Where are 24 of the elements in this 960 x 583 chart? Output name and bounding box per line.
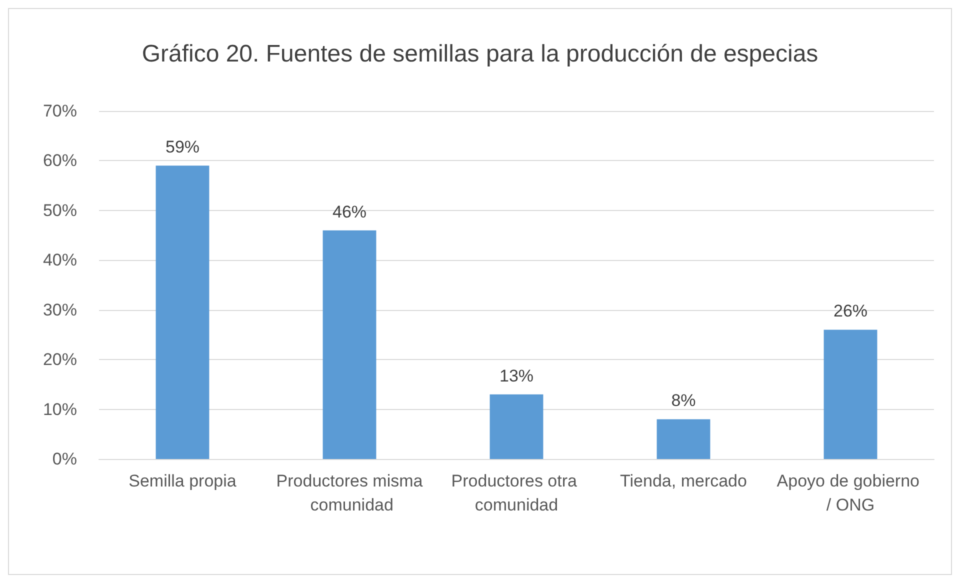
data-label: 59% bbox=[165, 138, 200, 157]
data-label: 26% bbox=[833, 302, 868, 321]
y-tick-label: 70% bbox=[42, 102, 77, 120]
y-tick-label: 60% bbox=[42, 151, 77, 170]
bar bbox=[656, 419, 710, 459]
bar bbox=[490, 394, 544, 459]
y-tick-label: 50% bbox=[42, 200, 77, 220]
bar bbox=[156, 166, 210, 459]
data-label: 13% bbox=[499, 366, 534, 386]
x-tick-label: Productores misma comunidad bbox=[276, 472, 424, 514]
x-tick-label: Productores otra comunidad bbox=[451, 472, 582, 514]
y-tick-label: 30% bbox=[42, 300, 77, 320]
data-label: 8% bbox=[671, 391, 696, 410]
data-label: 46% bbox=[332, 202, 367, 222]
y-tick-label: 0% bbox=[52, 450, 77, 468]
x-tick-label: Tienda, mercado bbox=[620, 472, 747, 490]
bar bbox=[824, 330, 878, 459]
bar bbox=[322, 230, 376, 459]
x-tick-label: Apoyo de gobierno / ONG bbox=[776, 472, 924, 514]
chart-title: Gráfico 20. Fuentes de semillas para la producción de especias bbox=[142, 40, 818, 68]
y-tick-label: 20% bbox=[42, 350, 77, 370]
y-tick-label: 40% bbox=[42, 250, 77, 270]
y-tick-label: 10% bbox=[42, 400, 77, 419]
x-tick-label: Semilla propia bbox=[128, 472, 237, 490]
